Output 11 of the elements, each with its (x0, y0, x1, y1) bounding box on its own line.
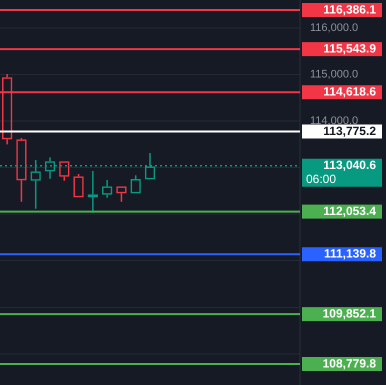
ref-line-label: 115,543.9 (323, 41, 376, 56)
text: 06:00 (306, 172, 336, 186)
ref-line-label: 108,779.8 (322, 356, 376, 370)
y-tick-label: 115,000.0 (310, 68, 358, 81)
ref-line-label: 113,040.6 (323, 158, 376, 172)
ref-line-label: 112,053.4 (323, 204, 376, 218)
ref-line-label: 114,618.6 (323, 84, 376, 99)
y-tick-label: 116,000.0 (310, 22, 358, 34)
ref-line-label: 111,139.8 (324, 246, 376, 261)
ref-line-label: 116,386.1 (323, 2, 376, 16)
ref-line-label: 109,852.1 (322, 306, 376, 320)
